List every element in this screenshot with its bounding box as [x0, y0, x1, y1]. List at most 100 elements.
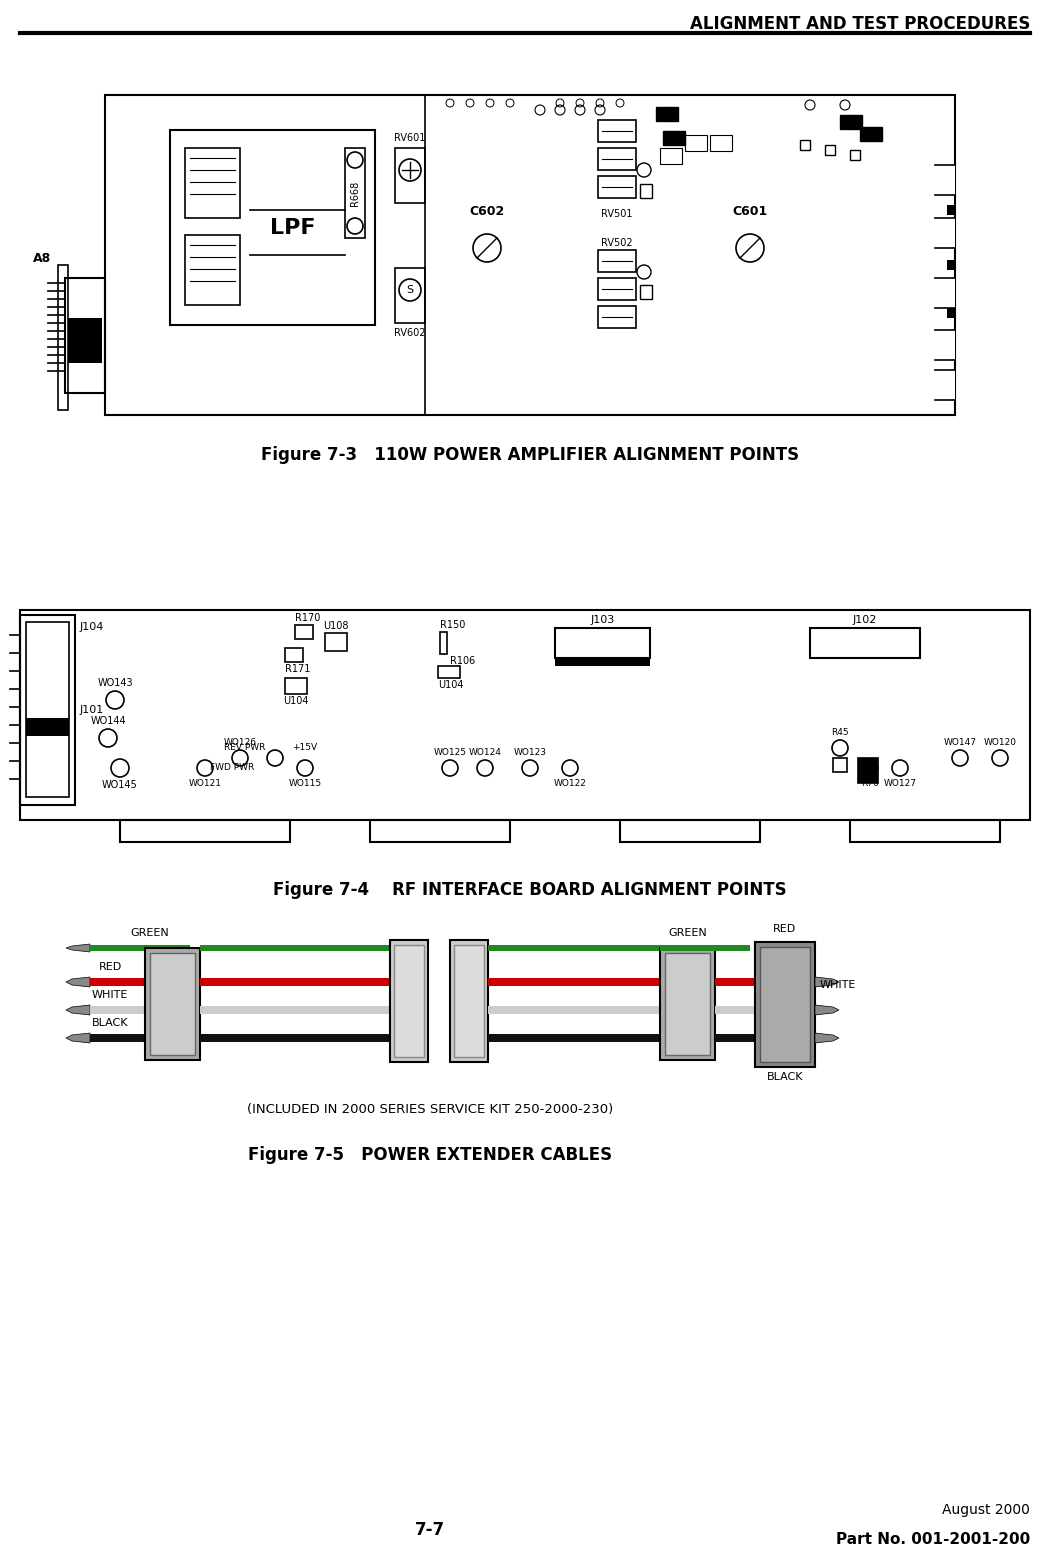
Bar — [438, 666, 460, 679]
Bar — [440, 632, 447, 654]
Bar — [488, 978, 660, 985]
Text: RV601: RV601 — [395, 133, 425, 142]
Bar — [488, 1006, 660, 1013]
Bar — [390, 940, 428, 1062]
Bar — [90, 978, 145, 985]
Bar — [105, 95, 956, 414]
Text: U104: U104 — [438, 680, 463, 690]
Text: RV602: RV602 — [394, 328, 425, 338]
Bar — [685, 135, 707, 152]
Text: R171: R171 — [285, 665, 311, 674]
Text: R150: R150 — [440, 619, 465, 630]
Text: J102: J102 — [853, 615, 877, 626]
Text: August 2000: August 2000 — [942, 1503, 1030, 1517]
Text: BLACK: BLACK — [91, 1018, 128, 1028]
Text: WO124: WO124 — [468, 748, 502, 757]
Text: Figure 7-4    RF INTERFACE BOARD ALIGNMENT POINTS: Figure 7-4 RF INTERFACE BOARD ALIGNMENT … — [273, 881, 786, 899]
Text: GREEN: GREEN — [130, 927, 169, 938]
Text: WO144: WO144 — [90, 716, 126, 726]
Bar — [715, 1034, 785, 1042]
Polygon shape — [815, 1006, 839, 1015]
Bar — [598, 278, 636, 300]
Text: ALIGNMENT AND TEST PROCEDURES: ALIGNMENT AND TEST PROCEDURES — [690, 16, 1030, 33]
Bar — [150, 952, 195, 1056]
Bar — [26, 622, 69, 798]
Bar — [170, 130, 375, 325]
Text: WO120: WO120 — [984, 738, 1016, 748]
Polygon shape — [66, 945, 90, 952]
Bar — [90, 1006, 145, 1013]
Text: WO126: WO126 — [224, 738, 256, 748]
Bar — [858, 759, 878, 784]
Text: R106: R106 — [450, 655, 476, 666]
Bar — [185, 235, 240, 305]
Bar — [488, 1034, 660, 1042]
Bar — [620, 820, 760, 841]
Bar — [640, 285, 652, 299]
Bar — [20, 615, 75, 805]
Text: R45: R45 — [832, 727, 848, 737]
Text: WO147: WO147 — [944, 738, 977, 748]
Text: R170: R170 — [295, 613, 320, 622]
Bar — [598, 307, 636, 328]
Text: WO123: WO123 — [513, 748, 546, 757]
Bar — [640, 185, 652, 199]
Bar — [285, 647, 303, 662]
Bar — [68, 317, 102, 363]
Bar — [326, 633, 346, 651]
Bar — [26, 718, 69, 737]
Text: 7-7: 7-7 — [415, 1522, 445, 1539]
Text: +15V: +15V — [293, 743, 317, 752]
Polygon shape — [66, 1032, 90, 1043]
Text: RED: RED — [774, 924, 797, 934]
Text: C602: C602 — [469, 205, 505, 217]
Text: BLACK: BLACK — [766, 1071, 803, 1082]
Text: LPF: LPF — [270, 217, 315, 238]
Bar — [660, 945, 750, 951]
Bar — [345, 149, 365, 238]
Bar — [755, 942, 815, 1067]
Bar — [488, 945, 660, 951]
Bar — [454, 945, 484, 1057]
Text: RED: RED — [99, 962, 122, 971]
Text: REV PWR: REV PWR — [225, 743, 266, 752]
Polygon shape — [815, 1032, 839, 1043]
Text: Figure 7-5   POWER EXTENDER CABLES: Figure 7-5 POWER EXTENDER CABLES — [248, 1146, 612, 1164]
Bar — [598, 177, 636, 199]
Bar — [934, 217, 956, 249]
Bar — [715, 1006, 785, 1013]
Bar — [598, 120, 636, 142]
Bar — [833, 759, 847, 773]
Bar — [760, 946, 810, 1062]
Text: U108: U108 — [323, 621, 349, 630]
Bar — [20, 610, 1030, 820]
Bar — [660, 149, 683, 164]
Bar — [934, 278, 956, 308]
Text: A8: A8 — [33, 252, 51, 264]
Text: J103: J103 — [590, 615, 614, 626]
Bar — [145, 948, 200, 1060]
Text: R76: R76 — [861, 779, 879, 788]
Bar — [120, 820, 290, 841]
Text: RV501: RV501 — [602, 210, 633, 219]
Text: J101: J101 — [80, 705, 104, 715]
Text: WO115: WO115 — [289, 779, 321, 788]
Bar — [200, 1034, 390, 1042]
Text: WHITE: WHITE — [820, 979, 857, 990]
Bar — [947, 308, 956, 317]
Bar — [555, 629, 650, 658]
Polygon shape — [815, 978, 839, 987]
Bar — [665, 952, 710, 1056]
Text: FWD PWR: FWD PWR — [210, 763, 254, 773]
Bar — [660, 948, 715, 1060]
Bar — [90, 945, 190, 951]
Bar — [800, 141, 810, 150]
Bar — [295, 626, 313, 640]
Bar — [860, 127, 882, 141]
Text: R668: R668 — [350, 180, 360, 205]
Bar — [450, 940, 488, 1062]
Bar — [850, 820, 1000, 841]
Text: WO127: WO127 — [883, 779, 917, 788]
Bar — [200, 978, 390, 985]
Bar — [185, 149, 240, 217]
